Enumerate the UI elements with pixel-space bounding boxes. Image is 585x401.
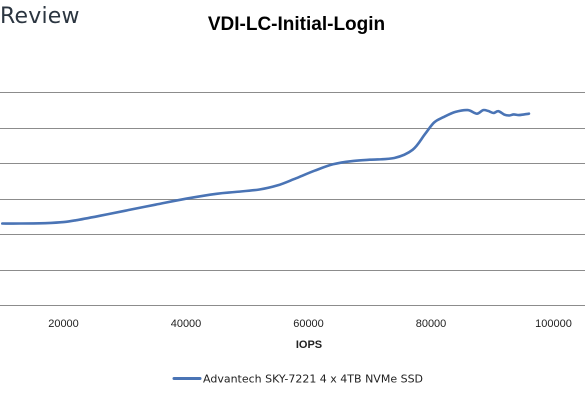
- x-tick-label: 80000: [416, 318, 447, 330]
- series-line: [0, 108, 531, 225]
- x-tick-label: 100000: [535, 318, 572, 330]
- x-axis-title: IOPS: [296, 339, 322, 351]
- legend-label: Advantech SKY-7221 4 x 4TB NVMe SSD: [203, 373, 423, 386]
- x-axis-tick-labels: 20000 40000 60000 80000 100000: [48, 318, 572, 330]
- chart-title: VDI-LC-Initial-Login: [207, 14, 386, 35]
- brand-logo-text: Review: [0, 4, 80, 29]
- x-tick-label: 60000: [293, 318, 324, 330]
- gridlines: [0, 92, 585, 306]
- legend: Advantech SKY-7221 4 x 4TB NVMe SSD: [172, 373, 423, 386]
- x-tick-label: 20000: [48, 318, 79, 330]
- series-lines: [0, 108, 531, 225]
- x-tick-label: 40000: [171, 318, 202, 330]
